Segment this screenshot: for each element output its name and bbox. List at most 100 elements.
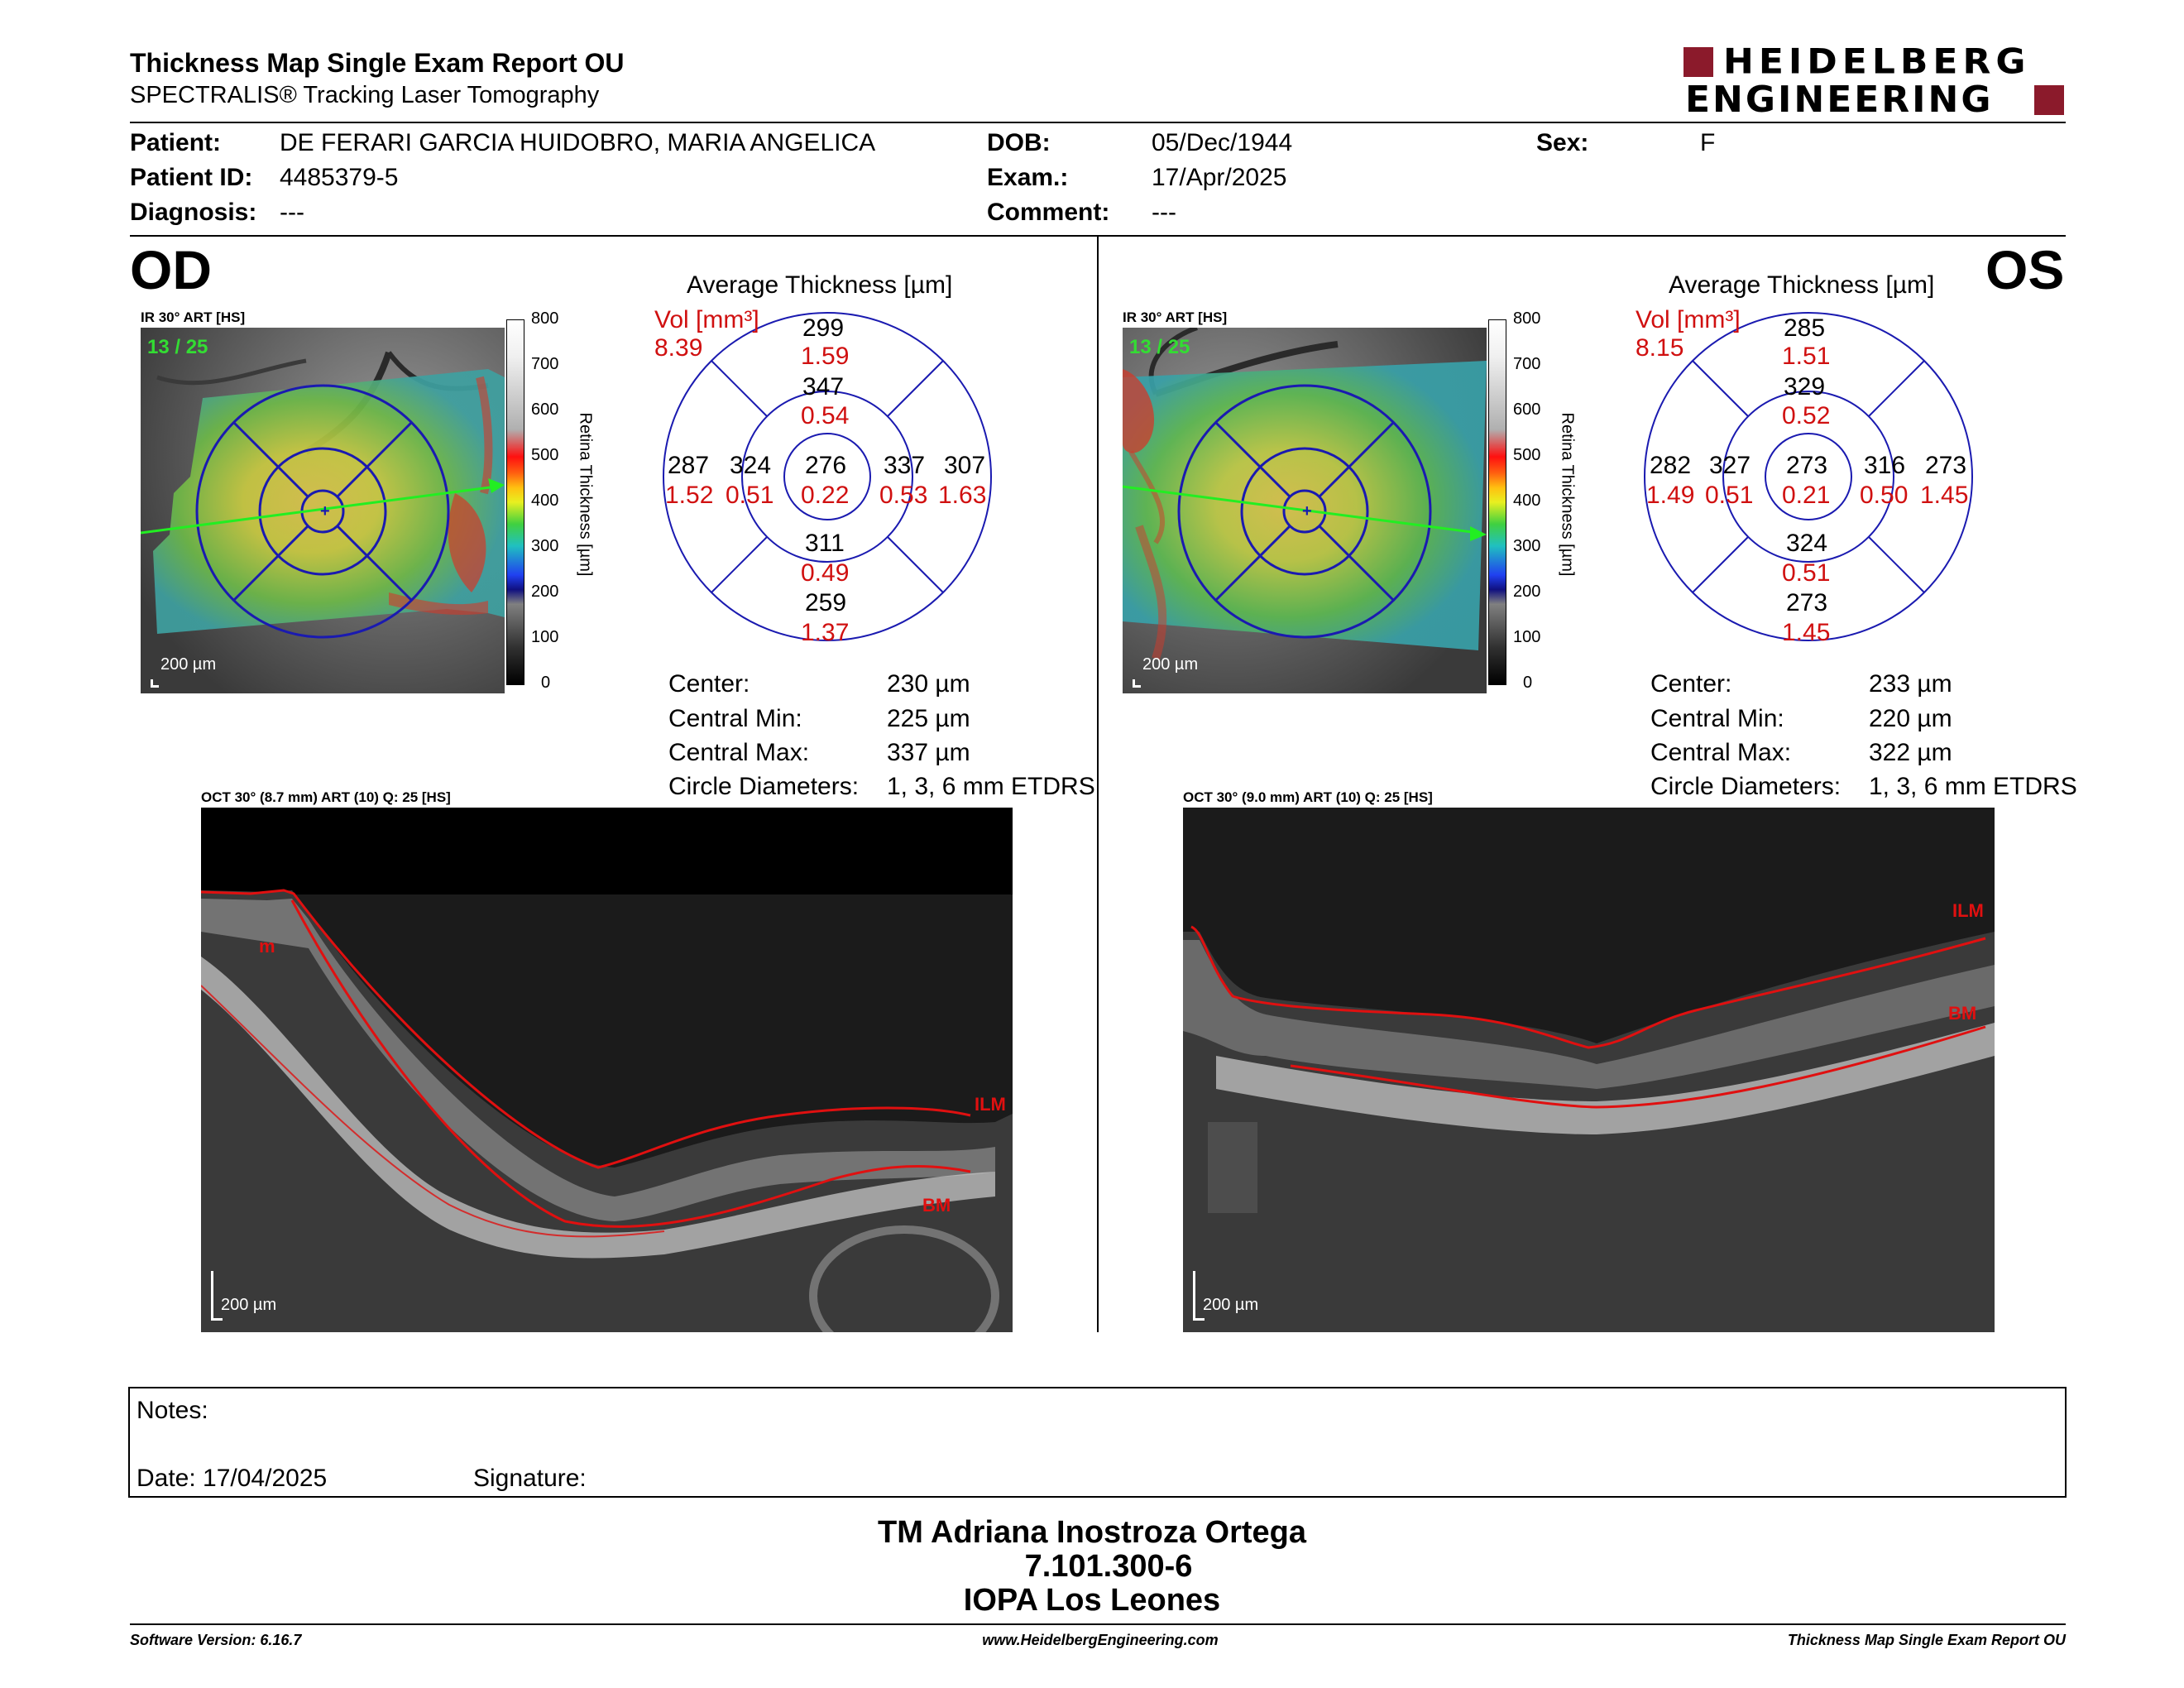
od-outer-left-vol: 1.52 (665, 482, 714, 509)
od-legend-tick: 100 (531, 628, 559, 646)
os-stat-value: 322 µm (1869, 739, 1952, 766)
os-legend-tick: 700 (1513, 355, 1541, 373)
od-legend-tick: 200 (531, 583, 559, 601)
od-stat-label: Circle Diameters: (668, 773, 860, 800)
os-stat-value: 233 µm (1869, 670, 1952, 698)
od-oct-scale: 200 µm (221, 1296, 277, 1314)
od-inner-right-vol: 0.53 (879, 482, 928, 509)
os-inner-superior-thk: 329 (1784, 373, 1826, 400)
od-outer-inferior-vol: 1.37 (801, 619, 850, 646)
diagnosis-value: --- (280, 199, 304, 226)
eye-divider (1097, 237, 1099, 1332)
header-divider (130, 122, 2066, 123)
os-vol-label: Vol [mm³] (1636, 306, 1741, 333)
report-subtitle: SPECTRALIS® Tracking Laser Tomography (130, 82, 600, 108)
os-ilm-label: ILM (1952, 900, 1984, 921)
os-legend-tick: 500 (1513, 446, 1541, 464)
heidelberg-logo: HEIDELBERG ENGINEERING (1684, 41, 2064, 121)
diagnosis-label: Diagnosis: (130, 199, 257, 226)
os-outer-left-vol: 1.49 (1646, 482, 1695, 509)
exam-label: Exam.: (987, 164, 1069, 191)
os-inner-right-thk: 316 (1864, 452, 1906, 479)
od-inner-right-thk: 337 (884, 452, 926, 479)
os-legend-tick: 0 (1523, 674, 1533, 692)
logo-line-2: ENGINEERING (1685, 79, 1994, 121)
dob-label: DOB: (987, 129, 1051, 156)
os-inner-left-vol: 0.51 (1705, 482, 1754, 509)
os-avg-title: Average Thickness [µm] (1669, 271, 1935, 299)
od-oct-bscan: m ILM BM 200 µm (201, 808, 1013, 1332)
os-outer-superior-vol: 1.51 (1782, 343, 1831, 370)
footer-report-name: Thickness Map Single Exam Report OU (1787, 1632, 2066, 1648)
od-oct-caption: OCT 30° (8.7 mm) ART (10) Q: 25 [HS] (201, 789, 451, 805)
od-oct-mark: m (259, 936, 275, 957)
os-fundus-scale: 200 µm (1142, 655, 1199, 674)
logo-line-1: HEIDELBERG (1723, 41, 2031, 82)
od-stat-value: 337 µm (887, 739, 970, 766)
os-inner-inferior-thk: 324 (1786, 530, 1828, 557)
os-fundus-thickness-map: + 13 / 25 200 µm (1123, 328, 1487, 693)
sex-label: Sex: (1536, 129, 1589, 156)
os-oct-caption: OCT 30° (9.0 mm) ART (10) Q: 25 [HS] (1183, 789, 1433, 805)
logo-square-top (1684, 47, 1713, 77)
os-outer-inferior-thk: 273 (1786, 589, 1828, 616)
od-center-vol: 0.22 (801, 482, 850, 509)
os-color-bar (1488, 319, 1506, 685)
os-oct-bscan: ILM BM 200 µm (1183, 808, 1995, 1332)
dob-value: 05/Dec/1944 (1152, 129, 1293, 156)
os-legend-axis-title: Retina Thickness [µm] (1558, 412, 1577, 577)
os-stat-value: 1, 3, 6 mm ETDRS (1869, 773, 2077, 800)
notes-date: Date: 17/04/2025 (136, 1465, 328, 1492)
os-label: OS (1985, 239, 2065, 300)
patient-id-label: Patient ID: (130, 164, 253, 191)
od-outer-right-vol: 1.63 (938, 482, 987, 509)
od-avg-title: Average Thickness [µm] (687, 271, 953, 299)
od-stat-value: 230 µm (887, 670, 970, 698)
os-ir-caption: IR 30° ART [HS] (1123, 309, 1228, 325)
svg-text:+: + (1302, 502, 1312, 520)
od-outer-superior-vol: 1.59 (801, 343, 850, 370)
od-color-bar (506, 319, 524, 685)
od-ilm-label: ILM (975, 1094, 1006, 1115)
os-legend-tick: 600 (1513, 400, 1541, 419)
od-bm-label: BM (922, 1195, 951, 1216)
footer-website: www.HeidelbergEngineering.com (982, 1632, 1219, 1648)
os-thickness-legend: 800 700 600 500 400 300 200 100 0 Retina… (1488, 309, 1579, 692)
od-stat-value: 1, 3, 6 mm ETDRS (887, 773, 1095, 800)
od-stat-label: Central Max: (668, 739, 810, 766)
os-bm-label: BM (1948, 1003, 1977, 1024)
comment-label: Comment: (987, 199, 1110, 226)
os-stat-value: 220 µm (1869, 705, 1952, 732)
patient-divider (130, 235, 2066, 237)
os-outer-inferior-vol: 1.45 (1782, 619, 1831, 646)
od-legend-tick: 500 (531, 446, 559, 464)
os-vol-total: 8.15 (1636, 334, 1684, 362)
os-inner-superior-vol: 0.52 (1782, 402, 1831, 429)
os-oct-scale: 200 µm (1203, 1296, 1259, 1314)
od-center-thk: 276 (805, 452, 847, 479)
os-stat-label: Circle Diameters: (1650, 773, 1842, 800)
od-outer-inferior-thk: 259 (805, 589, 847, 616)
os-inner-left-thk: 327 (1709, 452, 1751, 479)
od-legend-tick: 600 (531, 400, 559, 419)
sex-value: F (1700, 129, 1716, 156)
exam-value: 17/Apr/2025 (1152, 164, 1287, 191)
os-legend-tick: 300 (1513, 537, 1541, 555)
svg-text:+: + (320, 502, 330, 520)
logo-square-bottom (2034, 85, 2064, 115)
od-inner-superior-vol: 0.54 (801, 402, 850, 429)
comment-value: --- (1152, 199, 1176, 226)
os-center-thk: 273 (1786, 452, 1828, 479)
od-ir-caption: IR 30° ART [HS] (141, 309, 246, 325)
od-outer-superior-thk: 299 (802, 314, 845, 342)
od-etdrs-grid (662, 311, 993, 642)
od-inner-inferior-thk: 311 (805, 530, 845, 557)
notes-box: Notes: Date: 17/04/2025 Signature: (128, 1387, 2067, 1498)
os-outer-left-thk: 282 (1650, 452, 1692, 479)
os-stat-label: Central Min: (1650, 705, 1784, 732)
os-frames-count: 13 / 25 (1129, 336, 1190, 358)
od-inner-left-vol: 0.51 (726, 482, 774, 509)
od-vol-label: Vol [mm³] (654, 306, 759, 333)
os-outer-superior-thk: 285 (1784, 314, 1826, 342)
od-legend-tick: 0 (541, 674, 551, 692)
